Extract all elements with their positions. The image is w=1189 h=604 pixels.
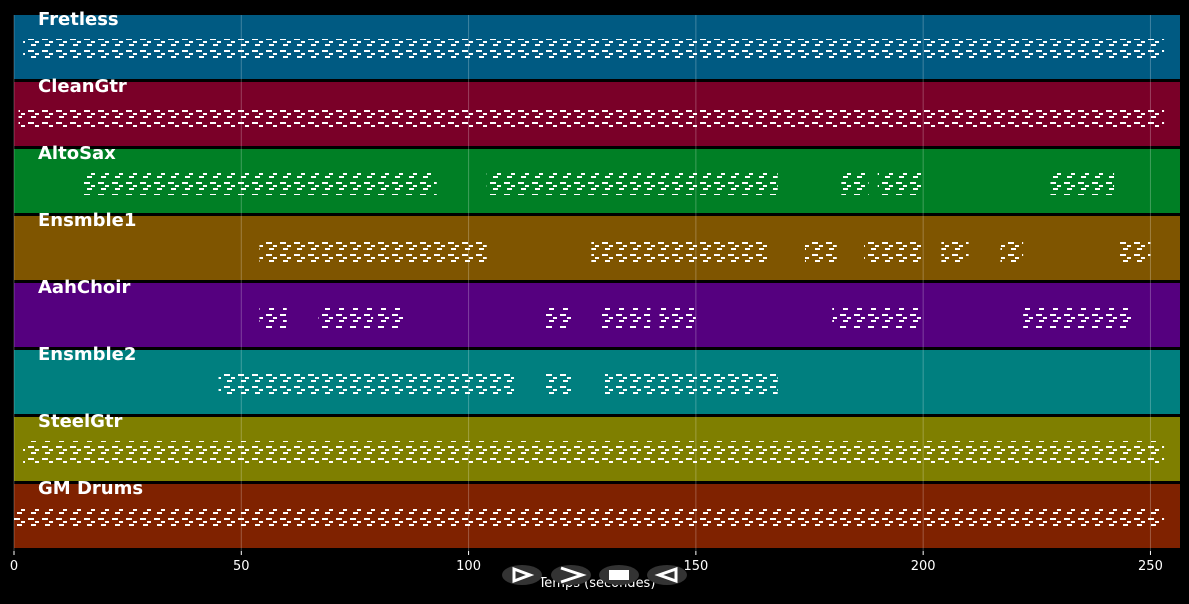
track-background: [14, 283, 1180, 347]
x-tick-label: 100: [456, 559, 481, 574]
controls: [502, 565, 687, 585]
note-span: [545, 307, 574, 329]
note-span: [804, 240, 837, 262]
back-button[interactable]: [647, 565, 687, 585]
note-span: [259, 307, 287, 329]
x-tick-label: 150: [683, 559, 708, 574]
note-span: [864, 240, 924, 262]
note-span: [218, 374, 515, 396]
x-tick-label: 50: [233, 559, 250, 574]
note-span: [1050, 173, 1115, 195]
track-background: [14, 350, 1180, 414]
note-span: [1023, 307, 1133, 329]
note-span: [591, 240, 769, 262]
note-span: [82, 173, 437, 195]
note-span: [259, 240, 487, 262]
note-span: [23, 39, 1165, 61]
forward-button[interactable]: [551, 565, 591, 585]
track-label: AltoSax: [38, 143, 116, 164]
track-label: Ensmble1: [38, 210, 136, 231]
note-span: [318, 307, 374, 329]
track-label: CleanGtr: [38, 76, 127, 97]
track-label: SteelGtr: [38, 411, 123, 432]
track-label: Ensmble2: [38, 344, 136, 365]
note-span: [486, 173, 778, 195]
note-span: [600, 307, 651, 329]
track-label: AahChoir: [38, 277, 130, 298]
play-button[interactable]: [502, 565, 542, 585]
note-span: [377, 307, 405, 329]
track-label: GM Drums: [38, 478, 143, 499]
note-span: [1000, 240, 1024, 262]
note-span: [877, 173, 924, 195]
note-span: [545, 374, 574, 396]
note-span: [604, 374, 778, 396]
note-span: [841, 173, 869, 195]
x-tick-label: 250: [1138, 559, 1163, 574]
stop-button[interactable]: [599, 565, 639, 585]
track-label: Fretless: [38, 9, 119, 30]
x-tick-label: 0: [10, 559, 18, 574]
note-span: [659, 307, 696, 329]
note-span: [18, 106, 1165, 128]
note-span: [23, 441, 1165, 463]
note-span: [941, 240, 969, 262]
note-span: [832, 307, 924, 329]
note-span: [14, 508, 1165, 530]
note-span: [1118, 240, 1151, 262]
x-tick-label: 200: [911, 559, 936, 574]
